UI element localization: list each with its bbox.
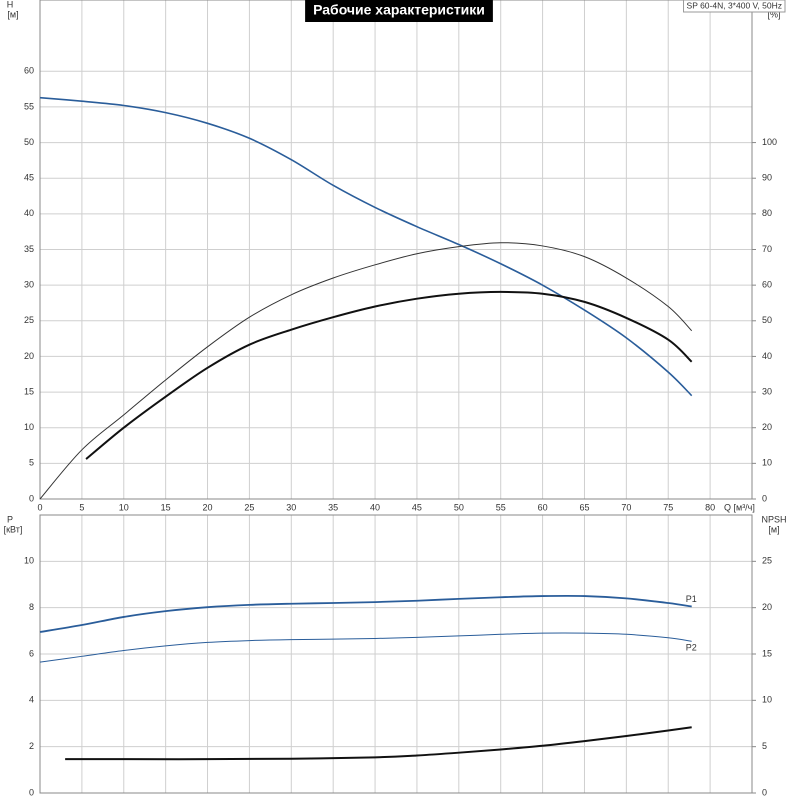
y-axis-unit: [кВт] (4, 524, 23, 534)
series-line (39, 96, 693, 397)
y-tick-label: 60 (24, 66, 34, 76)
plot-border (39, 514, 753, 794)
y-tick-label: 10 (24, 422, 34, 432)
y2-tick-label: 70 (762, 244, 772, 254)
subtitle-box (683, 0, 786, 13)
x-tick-label: 10 (119, 502, 129, 512)
y-tick-label: 0 (29, 493, 34, 503)
x-tick-label: 70 (621, 502, 631, 512)
y2-tick-label: 20 (762, 422, 772, 432)
y2-tick-label: 20 (762, 602, 772, 612)
x-tick-label: 0 (37, 502, 42, 512)
y-tick-label: 55 (24, 101, 34, 111)
y-tick-label: 8 (29, 602, 34, 612)
y2-axis-unit: [м] (768, 524, 779, 534)
x-tick-label: 35 (328, 502, 338, 512)
y-tick-label: 10 (24, 556, 34, 566)
y-tick-label: 15 (24, 386, 34, 396)
y-tick-label: 30 (24, 280, 34, 290)
x-tick-label: 65 (579, 502, 589, 512)
series-line (39, 632, 692, 663)
y-tick-label: 35 (24, 244, 34, 254)
plot-border (39, 0, 753, 500)
title-background (305, 0, 493, 22)
y2-tick-label: 10 (762, 695, 772, 705)
y-tick-label: 45 (24, 173, 34, 183)
y2-tick-label: 100 (762, 137, 777, 147)
series-line (65, 726, 692, 761)
y2-tick-label: 0 (762, 493, 767, 503)
y2-tick-label: 90 (762, 173, 772, 183)
y-tick-label: 20 (24, 351, 34, 361)
x-tick-label: 45 (412, 502, 422, 512)
y2-tick-label: 5 (762, 741, 767, 751)
series-label: P1 (686, 594, 697, 604)
chart-subtitle: SP 60-4N, 3*400 V, 50Hz (687, 0, 782, 10)
y2-tick-label: 60 (762, 280, 772, 290)
series-line (85, 290, 693, 460)
title-box: Рабочие характеристики (305, 0, 493, 22)
y-tick-label: 4 (29, 695, 34, 705)
x-tick-label: 75 (663, 502, 673, 512)
series-line (39, 594, 692, 633)
x-tick-label: 50 (454, 502, 464, 512)
y-tick-label: 6 (29, 648, 34, 658)
y2-tick-label: 15 (762, 648, 772, 658)
x-tick-label: 15 (161, 502, 171, 512)
y-axis-unit: [м] (7, 9, 18, 19)
x-tick-label: 30 (286, 502, 296, 512)
y2-tick-label: 30 (762, 386, 772, 396)
y-tick-label: 25 (24, 315, 34, 325)
y2-tick-label: 0 (762, 787, 767, 797)
x-tick-label: 60 (538, 502, 548, 512)
y-tick-label: 5 (29, 458, 34, 468)
y-tick-label: 2 (29, 741, 34, 751)
y2-tick-label: 25 (762, 556, 772, 566)
y-axis-label: P (7, 514, 13, 524)
y2-tick-label: 40 (762, 351, 772, 361)
x-tick-label: 40 (370, 502, 380, 512)
y-tick-label: 40 (24, 208, 34, 218)
series-line (39, 242, 693, 500)
y-tick-label: 50 (24, 137, 34, 147)
x-tick-label: 80 (705, 502, 715, 512)
chart-title: Рабочие характеристики (313, 2, 485, 18)
y-axis-label: H (7, 0, 14, 9)
x-tick-label: 25 (244, 502, 254, 512)
x-tick-label: 5 (79, 502, 84, 512)
y2-axis-unit: [%] (767, 9, 780, 19)
y2-tick-label: 10 (762, 458, 772, 468)
y2-axis-label: NPSH (761, 514, 786, 524)
series-label: P2 (686, 643, 697, 653)
x-tick-label: 55 (496, 502, 506, 512)
x-tick-label: 20 (203, 502, 213, 512)
y2-tick-label: 50 (762, 315, 772, 325)
x-axis-label: Q [м³/ч] (724, 502, 755, 512)
y-tick-label: 0 (29, 787, 34, 797)
y2-tick-label: 80 (762, 208, 772, 218)
